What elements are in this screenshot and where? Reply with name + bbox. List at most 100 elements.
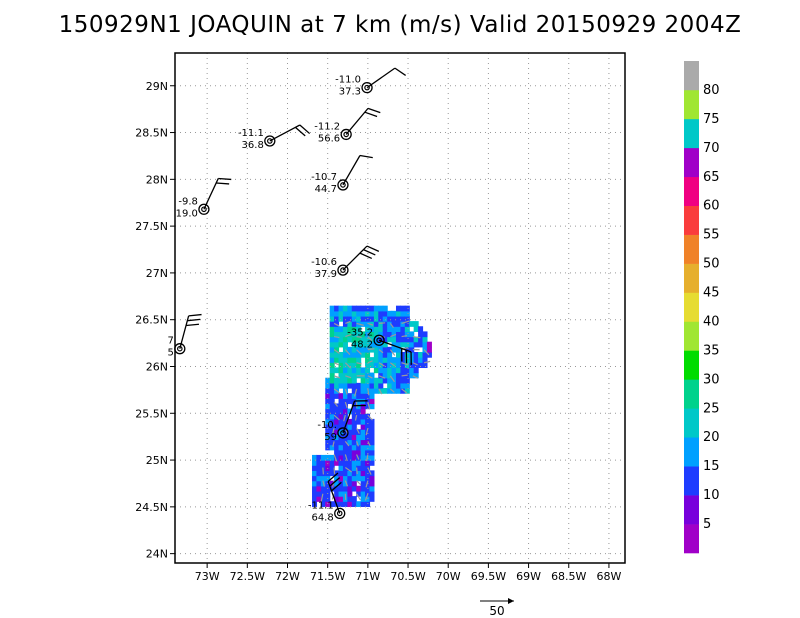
wind-cell: [351, 403, 357, 410]
wind-cell: [338, 475, 344, 482]
wind-cell: [320, 501, 326, 507]
wind-cell: [395, 331, 402, 338]
wind-cell: [334, 351, 340, 358]
wind-cell: [413, 321, 419, 327]
wind-cell: [409, 341, 415, 348]
wind-cell: [373, 321, 379, 327]
wind-cell: [409, 336, 415, 343]
wind-cell: [413, 357, 419, 363]
wind-cell: [360, 501, 366, 507]
wind-vector: [344, 401, 348, 409]
wind-cell: [329, 321, 335, 327]
wind-vector: [423, 349, 430, 356]
wind-cell: [373, 336, 379, 343]
wind-cell: [356, 305, 362, 312]
wind-vector: [367, 348, 375, 351]
wind-cell: [373, 305, 379, 312]
wind-cell: [360, 408, 366, 415]
wind-cell: [351, 326, 357, 332]
wind-cell: [391, 372, 397, 379]
wind-cell: [325, 454, 331, 461]
wind-cell: [338, 362, 344, 369]
obs-barb-flag: [363, 249, 376, 256]
obs-marker-inner: [343, 131, 349, 138]
wind-cell: [356, 444, 362, 451]
wind-cell: [342, 315, 348, 322]
wind-cell: [400, 382, 406, 389]
x-tick-label: 69.5W: [471, 570, 506, 583]
wind-cell: [382, 331, 388, 338]
wind-cell: [329, 434, 335, 441]
obs-barb-shaft: [327, 481, 341, 514]
obs-barb-flag: [218, 177, 232, 181]
wind-cell: [369, 310, 375, 317]
wind-cell: [356, 382, 362, 389]
wind-cell: [391, 357, 397, 363]
wind-cell: [329, 424, 335, 430]
wind-vector: [365, 428, 369, 436]
wind-cell: [329, 408, 335, 415]
x-tick-label: 71W: [355, 570, 380, 583]
obs-barb-flag: [394, 67, 407, 76]
wind-cell: [378, 377, 384, 384]
wind-cell: [373, 377, 379, 384]
wind-cell: [342, 398, 348, 405]
wind-cell: [338, 454, 344, 461]
wind-cell: [334, 346, 340, 353]
wind-vector: [367, 375, 373, 379]
wind-cell: [347, 439, 353, 446]
obs-label-top: -11.1: [238, 128, 264, 139]
wind-cell: [316, 470, 322, 477]
wind-cell: [329, 315, 335, 322]
wind-cell: [360, 480, 366, 487]
wind-cell: [338, 398, 344, 405]
wind-cell: [325, 388, 331, 394]
x-tick-label: 72W: [275, 570, 300, 583]
obs-marker-inner: [340, 182, 346, 188]
wind-vector: [331, 428, 335, 435]
wind-cell: [365, 362, 371, 369]
obs-marker: [334, 507, 346, 520]
wind-vector: [401, 320, 410, 325]
obs-label-bottom: 59: [324, 432, 337, 443]
wind-cell: [382, 367, 388, 374]
wind-cell: [334, 496, 340, 502]
wind-cell: [400, 321, 406, 327]
wind-cell: [351, 465, 357, 471]
colorbar-label: 30: [703, 372, 720, 387]
wind-cell: [347, 377, 353, 384]
wind-cell: [347, 475, 353, 482]
wind-cell: [342, 321, 348, 327]
wind-vector: [356, 441, 359, 447]
wind-vector: [401, 374, 408, 377]
wind-cell: [356, 418, 362, 425]
wind-cell: [351, 470, 357, 477]
wind-cell: [360, 331, 366, 338]
wind-cell: [365, 460, 371, 466]
chart-title: 150929N1 JOAQUIN at 7 km (m/s) Valid 201…: [58, 12, 742, 38]
wind-cell: [356, 336, 362, 343]
wind-cell: [391, 321, 397, 327]
wind-cell: [347, 408, 353, 415]
wind-cell: [418, 326, 424, 332]
wind-cell: [382, 357, 388, 363]
wind-cell: [351, 377, 357, 384]
obs-marker: [340, 128, 352, 141]
y-tick-label: 29N: [146, 80, 168, 93]
wind-cell: [360, 439, 366, 446]
colorbar-label: 75: [703, 112, 720, 127]
colorbar-label: 40: [703, 314, 720, 329]
wind-cell: [342, 393, 348, 399]
wind-cell: [426, 341, 432, 348]
wind-cell: [334, 429, 340, 435]
wind-cell: [418, 357, 424, 363]
wind-cell: [351, 331, 357, 338]
wind-cell: [338, 418, 344, 425]
wind-cell: [400, 310, 406, 317]
wind-vector: [389, 388, 395, 393]
wind-vector: [367, 441, 371, 447]
wind-cell: [351, 434, 357, 441]
wind-cell: [369, 393, 375, 399]
wind-vector: [356, 467, 358, 475]
wind-vector: [389, 349, 396, 356]
